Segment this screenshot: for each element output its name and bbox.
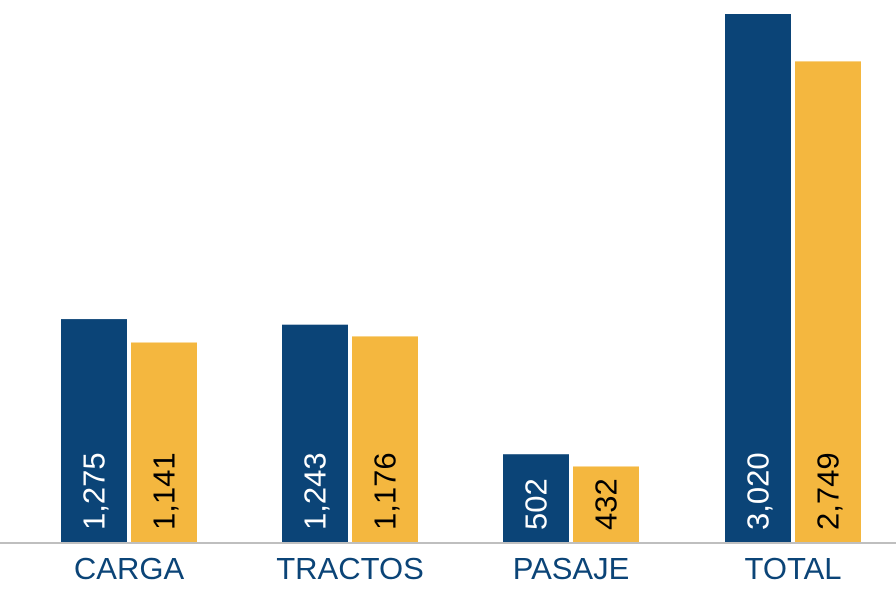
category-label-pasaje: PASAJE [513, 551, 630, 586]
bar-carga-series-2 [131, 342, 197, 542]
value-labels-layer: 1,275 1,141 1,243 1,176 502 432 3,020 2,749 [77, 452, 846, 530]
value-label-total-series-1: 3,020 [741, 452, 776, 530]
category-label-carga: CARGA [74, 551, 185, 586]
bar-tractos-series-2 [352, 336, 418, 542]
bar-tractos-series-1 [282, 324, 348, 542]
value-label-tractos-series-2: 1,176 [368, 452, 403, 530]
value-label-pasaje-series-2: 432 [589, 478, 624, 530]
bars-layer [61, 14, 861, 543]
value-label-carga-series-1: 1,275 [77, 452, 112, 530]
value-label-pasaje-series-1: 502 [519, 478, 554, 530]
bar-carga-series-1 [61, 319, 127, 542]
category-labels-layer: CARGA TRACTOS PASAJE TOTAL [74, 551, 842, 586]
category-label-total: TOTAL [744, 551, 841, 586]
bar-pasaje-series-2 [573, 466, 639, 542]
bar-pasaje-series-1 [503, 454, 569, 542]
bar-total-series-1 [725, 14, 791, 542]
value-label-total-series-2: 2,749 [811, 452, 846, 530]
bar-total-series-2 [795, 61, 861, 543]
value-label-carga-series-2: 1,141 [147, 452, 182, 530]
category-label-tractos: TRACTOS [276, 551, 424, 586]
value-label-tractos-series-1: 1,243 [298, 452, 333, 530]
